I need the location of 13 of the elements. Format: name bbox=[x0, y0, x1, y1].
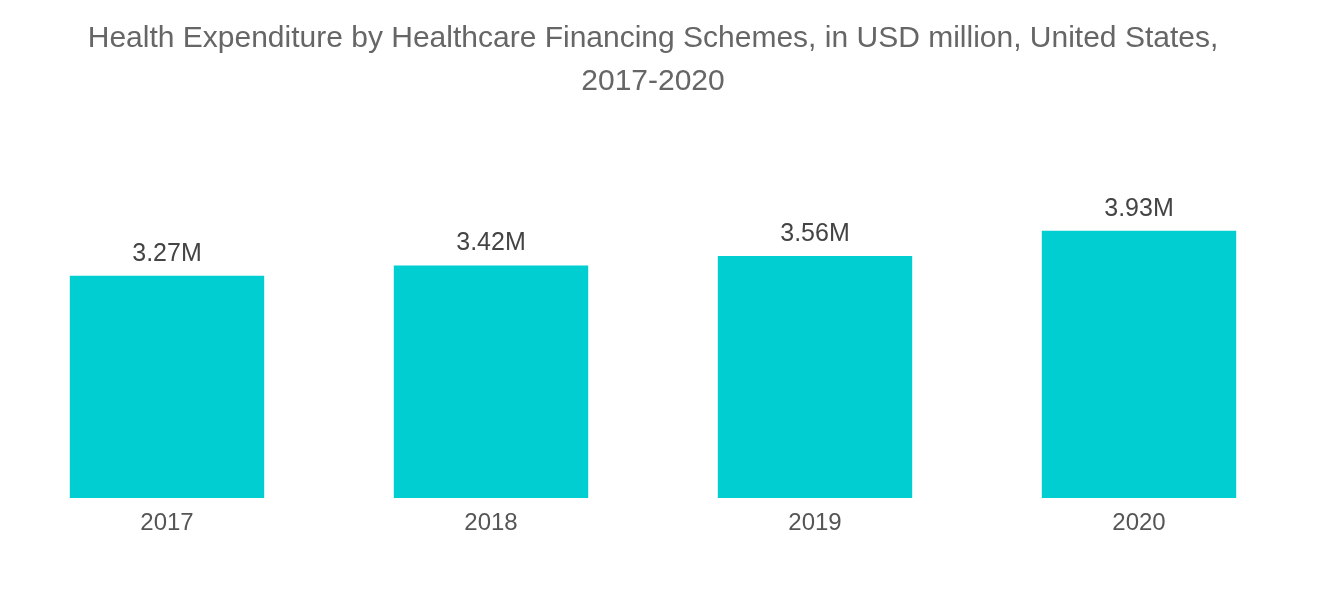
bar bbox=[393, 265, 589, 498]
x-tick-label: 2019 bbox=[788, 507, 842, 535]
bar bbox=[69, 275, 265, 498]
x-tick-label: 2018 bbox=[464, 507, 518, 535]
bar bbox=[717, 255, 913, 498]
data-label: 3.42M bbox=[456, 227, 526, 256]
data-label: 3.93M bbox=[1104, 192, 1174, 221]
data-label: 3.27M bbox=[132, 237, 202, 266]
chart-title: Health Expenditure by Healthcare Financing Schemes, in USD million, United States, 2017-2020 bbox=[87, 19, 1219, 96]
data-label: 3.56M bbox=[780, 217, 850, 246]
x-tick-label: 2020 bbox=[1112, 507, 1166, 535]
bar bbox=[1041, 230, 1237, 498]
x-tick-label: 2017 bbox=[140, 507, 194, 535]
